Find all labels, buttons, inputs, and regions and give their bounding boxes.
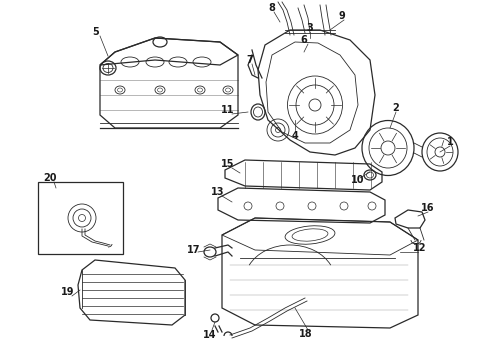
- Text: 2: 2: [392, 103, 399, 113]
- Text: 12: 12: [413, 243, 427, 253]
- Text: 18: 18: [299, 329, 313, 339]
- Text: 17: 17: [187, 245, 201, 255]
- Text: 7: 7: [246, 55, 253, 65]
- Text: 14: 14: [203, 330, 217, 340]
- Text: 1: 1: [446, 137, 453, 147]
- Bar: [38, 182, 123, 254]
- Text: 6: 6: [301, 35, 307, 45]
- Text: 9: 9: [339, 11, 345, 21]
- Text: 19: 19: [61, 287, 75, 297]
- Text: 5: 5: [93, 27, 99, 37]
- Text: 4: 4: [292, 131, 298, 141]
- Text: 10: 10: [351, 175, 365, 185]
- Text: 3: 3: [307, 23, 314, 33]
- Text: 15: 15: [221, 159, 235, 169]
- Text: 16: 16: [421, 203, 435, 213]
- Text: 20: 20: [43, 173, 57, 183]
- Text: 13: 13: [211, 187, 225, 197]
- Text: 8: 8: [269, 3, 275, 13]
- Text: 11: 11: [221, 105, 235, 115]
